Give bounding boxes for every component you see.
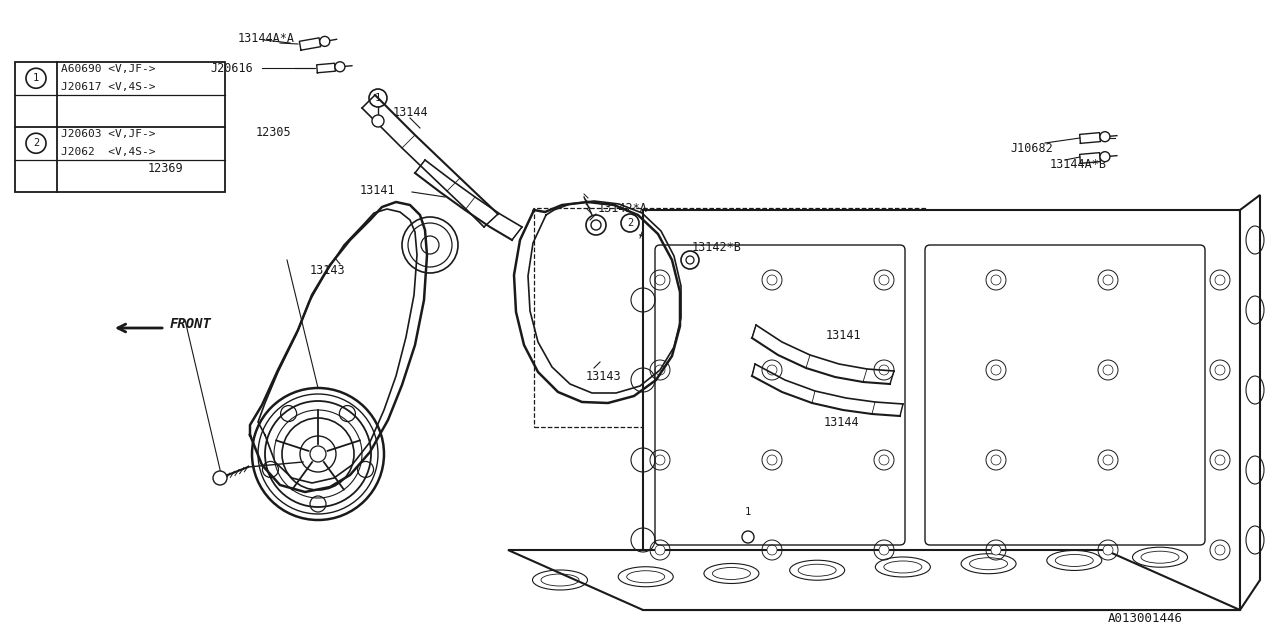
Circle shape bbox=[1103, 365, 1114, 375]
Bar bbox=[15, 62, 225, 192]
Circle shape bbox=[991, 545, 1001, 555]
Bar bbox=[534, 208, 925, 427]
Text: 13144: 13144 bbox=[393, 106, 429, 118]
Circle shape bbox=[879, 275, 890, 285]
Text: 13144A*A: 13144A*A bbox=[238, 31, 294, 45]
Text: 12305: 12305 bbox=[256, 125, 292, 138]
Circle shape bbox=[372, 115, 384, 127]
Text: 13141: 13141 bbox=[826, 328, 861, 342]
Polygon shape bbox=[1240, 195, 1260, 610]
Circle shape bbox=[767, 365, 777, 375]
Text: 1: 1 bbox=[745, 507, 751, 517]
Circle shape bbox=[1215, 545, 1225, 555]
Text: J10682: J10682 bbox=[1010, 141, 1052, 154]
Text: J2062  <V,4S->: J2062 <V,4S-> bbox=[61, 147, 155, 157]
Circle shape bbox=[767, 545, 777, 555]
Circle shape bbox=[1103, 455, 1114, 465]
Circle shape bbox=[1215, 455, 1225, 465]
Text: 13143: 13143 bbox=[586, 369, 622, 383]
Circle shape bbox=[879, 365, 890, 375]
Circle shape bbox=[742, 531, 754, 543]
Text: A60690 <V,JF->: A60690 <V,JF-> bbox=[61, 64, 155, 74]
Text: J20617 <V,4S->: J20617 <V,4S-> bbox=[61, 83, 155, 92]
Text: 12369: 12369 bbox=[148, 161, 183, 175]
Text: 13142*B: 13142*B bbox=[692, 241, 742, 253]
Text: 13144A*B: 13144A*B bbox=[1050, 157, 1107, 170]
Circle shape bbox=[879, 455, 890, 465]
Text: 2: 2 bbox=[33, 138, 40, 148]
Circle shape bbox=[991, 455, 1001, 465]
Text: J20603 <V,JF->: J20603 <V,JF-> bbox=[61, 129, 155, 139]
Circle shape bbox=[767, 455, 777, 465]
Circle shape bbox=[879, 545, 890, 555]
Circle shape bbox=[655, 275, 666, 285]
Text: A013001446: A013001446 bbox=[1108, 611, 1183, 625]
Text: 13143: 13143 bbox=[310, 264, 346, 276]
Circle shape bbox=[212, 471, 227, 485]
Text: 13144: 13144 bbox=[824, 415, 860, 429]
Circle shape bbox=[655, 455, 666, 465]
Text: 1: 1 bbox=[375, 93, 381, 103]
Circle shape bbox=[1215, 365, 1225, 375]
Circle shape bbox=[655, 365, 666, 375]
Circle shape bbox=[1100, 132, 1110, 141]
Circle shape bbox=[1100, 152, 1110, 162]
Circle shape bbox=[1215, 275, 1225, 285]
Circle shape bbox=[991, 365, 1001, 375]
Polygon shape bbox=[643, 210, 1240, 610]
Circle shape bbox=[1103, 545, 1114, 555]
Circle shape bbox=[320, 36, 330, 46]
Text: 2: 2 bbox=[627, 218, 634, 228]
Circle shape bbox=[655, 545, 666, 555]
Text: FRONT: FRONT bbox=[170, 317, 212, 331]
Text: 13142*A: 13142*A bbox=[598, 202, 648, 214]
Text: 1: 1 bbox=[33, 73, 40, 83]
Text: J20616: J20616 bbox=[210, 61, 252, 74]
Polygon shape bbox=[508, 550, 1240, 610]
Circle shape bbox=[335, 62, 344, 72]
Circle shape bbox=[767, 275, 777, 285]
Circle shape bbox=[991, 275, 1001, 285]
Circle shape bbox=[1103, 275, 1114, 285]
Text: 13141: 13141 bbox=[360, 184, 396, 196]
